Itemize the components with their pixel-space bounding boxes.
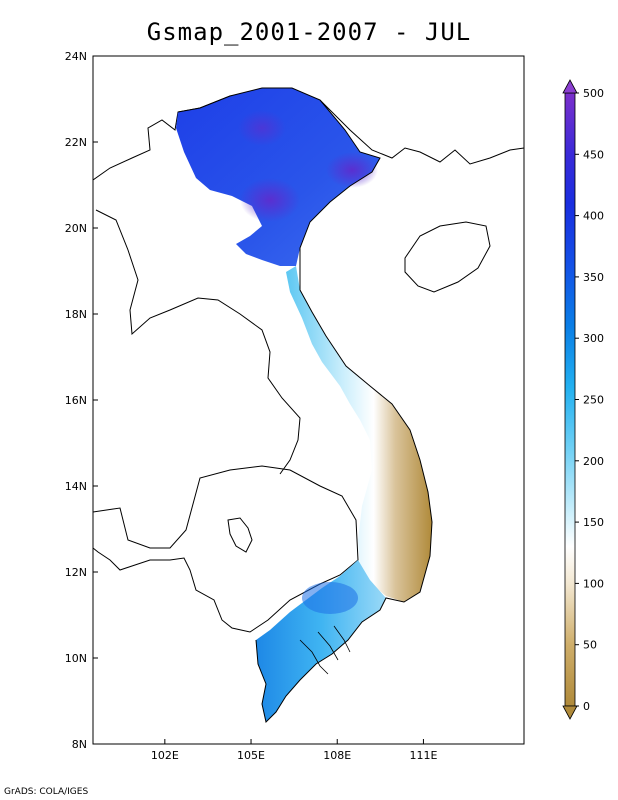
lat-tick-label: 18N — [65, 308, 87, 321]
tonle-sap-lake — [227, 517, 253, 553]
lat-tick-label: 24N — [65, 50, 87, 63]
lat-tick-label: 22N — [65, 136, 87, 149]
lon-tick-label: 111E — [409, 749, 437, 762]
colorbar-tick-label: 100 — [583, 577, 604, 590]
lat-tick-label: 12N — [65, 566, 87, 579]
colorbar-tick-label: 0 — [583, 700, 590, 713]
colorbar-tick-label: 450 — [583, 148, 604, 161]
vietnam-north-rain — [176, 88, 380, 266]
colorbar-top-arrow — [562, 79, 578, 94]
lon-tick-label: 108E — [323, 749, 351, 762]
colorbar: 0 50 100 150 200 250 300 350 400 450 500 — [562, 79, 604, 720]
blue-core-south — [302, 582, 358, 614]
colorbar-tick-label: 150 — [583, 516, 604, 529]
mekong-delta-coast — [299, 625, 351, 675]
lat-tick-label: 10N — [65, 652, 87, 665]
colorbar-tick-label: 250 — [583, 394, 604, 407]
purple-max-north — [240, 178, 300, 222]
lat-tick-label: 20N — [65, 222, 87, 235]
map-title: Gsmap_2001-2007 - JUL — [146, 18, 472, 46]
purple-max-northeast — [326, 152, 378, 188]
laos-border — [95, 209, 301, 475]
vietnam-central-rain — [286, 266, 432, 602]
purple-max-northwest — [238, 110, 286, 146]
footer-credit: GrADS: COLA/IGES — [4, 787, 89, 797]
lat-tick-label: 14N — [65, 480, 87, 493]
colorbar-body — [564, 92, 576, 707]
colorbar-tick-label: 50 — [583, 639, 597, 652]
vietnam-border — [177, 87, 433, 723]
lon-tick-label: 105E — [237, 749, 265, 762]
colorbar-tick-label: 300 — [583, 332, 604, 345]
lon-tick-label: 102E — [151, 749, 179, 762]
lat-tick-label: 16N — [65, 394, 87, 407]
colorbar-tick-label: 400 — [583, 210, 604, 223]
colorbar-bottom-arrow — [562, 705, 578, 720]
lat-tick-label: 8N — [72, 738, 87, 751]
hainan-island — [404, 221, 491, 293]
colorbar-tick-label: 500 — [583, 87, 604, 100]
colorbar-tick-label: 200 — [583, 455, 604, 468]
colorbar-tick-label: 350 — [583, 271, 604, 284]
